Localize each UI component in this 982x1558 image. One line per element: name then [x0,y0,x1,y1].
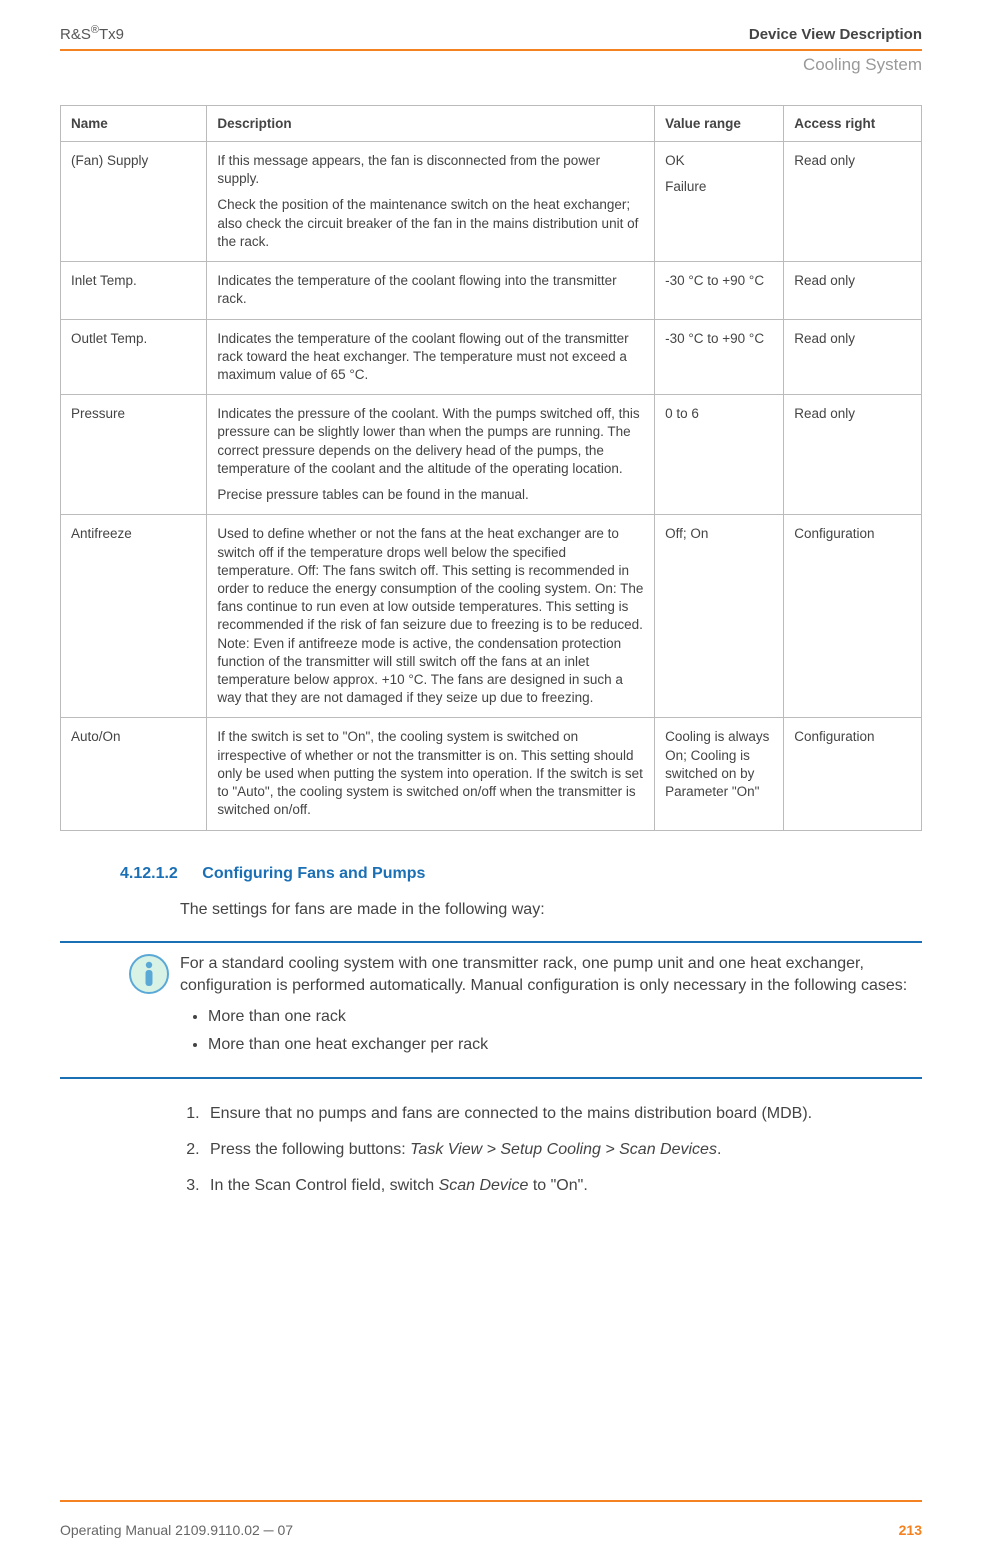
desc-text: Precise pressure tables can be found in … [217,486,644,504]
cell-value-range: Off; On [655,515,784,718]
step-text: . [717,1141,721,1158]
step-item: In the Scan Control field, switch Scan D… [204,1175,922,1197]
step-item: Ensure that no pumps and fans are connec… [204,1103,922,1125]
step-text: Press the following buttons: [210,1141,410,1158]
cell-value-range: ‑30 °C to +90 °C [655,262,784,319]
step-item: Press the following buttons: Task View >… [204,1139,922,1161]
cell-name: Pressure [61,395,207,515]
desc-text: Check the position of the maintenance sw… [217,196,644,251]
cell-name: (Fan) Supply [61,142,207,262]
section-number: 4.12.1.2 [120,865,178,882]
section-title: Configuring Fans and Pumps [202,865,425,882]
cell-access: Read only [784,319,922,395]
cell-description: If this message appears, the fan is disc… [207,142,655,262]
footer-rule [60,1500,922,1502]
cell-description: Indicates the temperature of the coolant… [207,319,655,395]
cell-name: Auto/On [61,718,207,830]
value-text: Failure [665,178,773,196]
desc-text: If this message appears, the fan is disc… [217,152,644,188]
info-text-block: For a standard cooling system with one t… [180,953,922,1063]
section-heading: 4.12.1.2 Configuring Fans and Pumps [120,865,922,883]
cell-access: Configuration [784,515,922,718]
info-bullet: More than one heat exchanger per rack [208,1034,922,1056]
table-row: Inlet Temp. Indicates the temperature of… [61,262,922,319]
info-bullet-list: More than one rack More than one heat ex… [180,1006,922,1057]
page-header: R&S®Tx9 Device View Description [60,24,922,43]
cell-value-range: ‑30 °C to +90 °C [655,319,784,395]
desc-text: Indicates the pressure of the coolant. W… [217,405,644,478]
cell-access: Read only [784,142,922,262]
value-text: OK [665,152,773,170]
cell-value-range: 0 to 6 [655,395,784,515]
step-em: Scan Device [439,1177,529,1194]
cell-value-range: OK Failure [655,142,784,262]
cell-name: Inlet Temp. [61,262,207,319]
section-intro: The settings for fans are made in the fo… [180,899,922,921]
col-header-value-range: Value range [655,106,784,142]
cell-name: Antifreeze [61,515,207,718]
subchapter-title: Cooling System [60,55,922,75]
desc-text: Indicates the temperature of the coolant… [217,272,644,308]
desc-text: Used to define whether or not the fans a… [217,525,644,707]
parameter-table: Name Description Value range Access righ… [60,105,922,831]
product-prefix: R&S [60,26,91,43]
page-footer: Operating Manual 2109.9110.02 ─ 07 213 [60,1522,922,1538]
col-header-description: Description [207,106,655,142]
cell-access: Configuration [784,718,922,830]
product-suffix: Tx9 [99,26,124,43]
info-bullet: More than one rack [208,1006,922,1028]
cell-description: Indicates the temperature of the coolant… [207,262,655,319]
chapter-title: Device View Description [749,26,922,43]
step-text: to "On". [528,1177,587,1194]
cell-value-range: Cooling is always On; Cooling is switche… [655,718,784,830]
cell-description: Used to define whether or not the fans a… [207,515,655,718]
col-header-name: Name [61,106,207,142]
table-row: Antifreeze Used to define whether or not… [61,515,922,718]
desc-text: If the switch is set to "On", the coolin… [217,728,644,819]
table-row: Outlet Temp. Indicates the temperature o… [61,319,922,395]
cell-name: Outlet Temp. [61,319,207,395]
product-id: R&S®Tx9 [60,24,124,43]
cell-description: Indicates the pressure of the coolant. W… [207,395,655,515]
page: R&S®Tx9 Device View Description Cooling … [0,0,982,1558]
table-header-row: Name Description Value range Access righ… [61,106,922,142]
table-row: Pressure Indicates the pressure of the c… [61,395,922,515]
info-paragraph: For a standard cooling system with one t… [180,955,907,994]
step-text: In the Scan Control field, switch [210,1177,439,1194]
footer-doc-id: Operating Manual 2109.9110.02 ─ 07 [60,1522,293,1538]
procedure-steps: Ensure that no pumps and fans are connec… [180,1103,922,1198]
product-reg: ® [91,24,99,36]
cell-description: If the switch is set to "On", the coolin… [207,718,655,830]
cell-access: Read only [784,395,922,515]
cell-access: Read only [784,262,922,319]
table-row: Auto/On If the switch is set to "On", th… [61,718,922,830]
table-row: (Fan) Supply If this message appears, th… [61,142,922,262]
header-rule [60,49,922,51]
info-note-block: For a standard cooling system with one t… [60,941,922,1079]
info-icon-wrap [60,953,180,1063]
step-nav-path: Task View > Setup Cooling > Scan Devices [410,1141,717,1158]
col-header-access-right: Access right [784,106,922,142]
info-icon [128,953,170,995]
step-text: Ensure that no pumps and fans are connec… [210,1105,812,1122]
desc-text: Indicates the temperature of the coolant… [217,330,644,385]
footer-page-number: 213 [899,1522,922,1538]
